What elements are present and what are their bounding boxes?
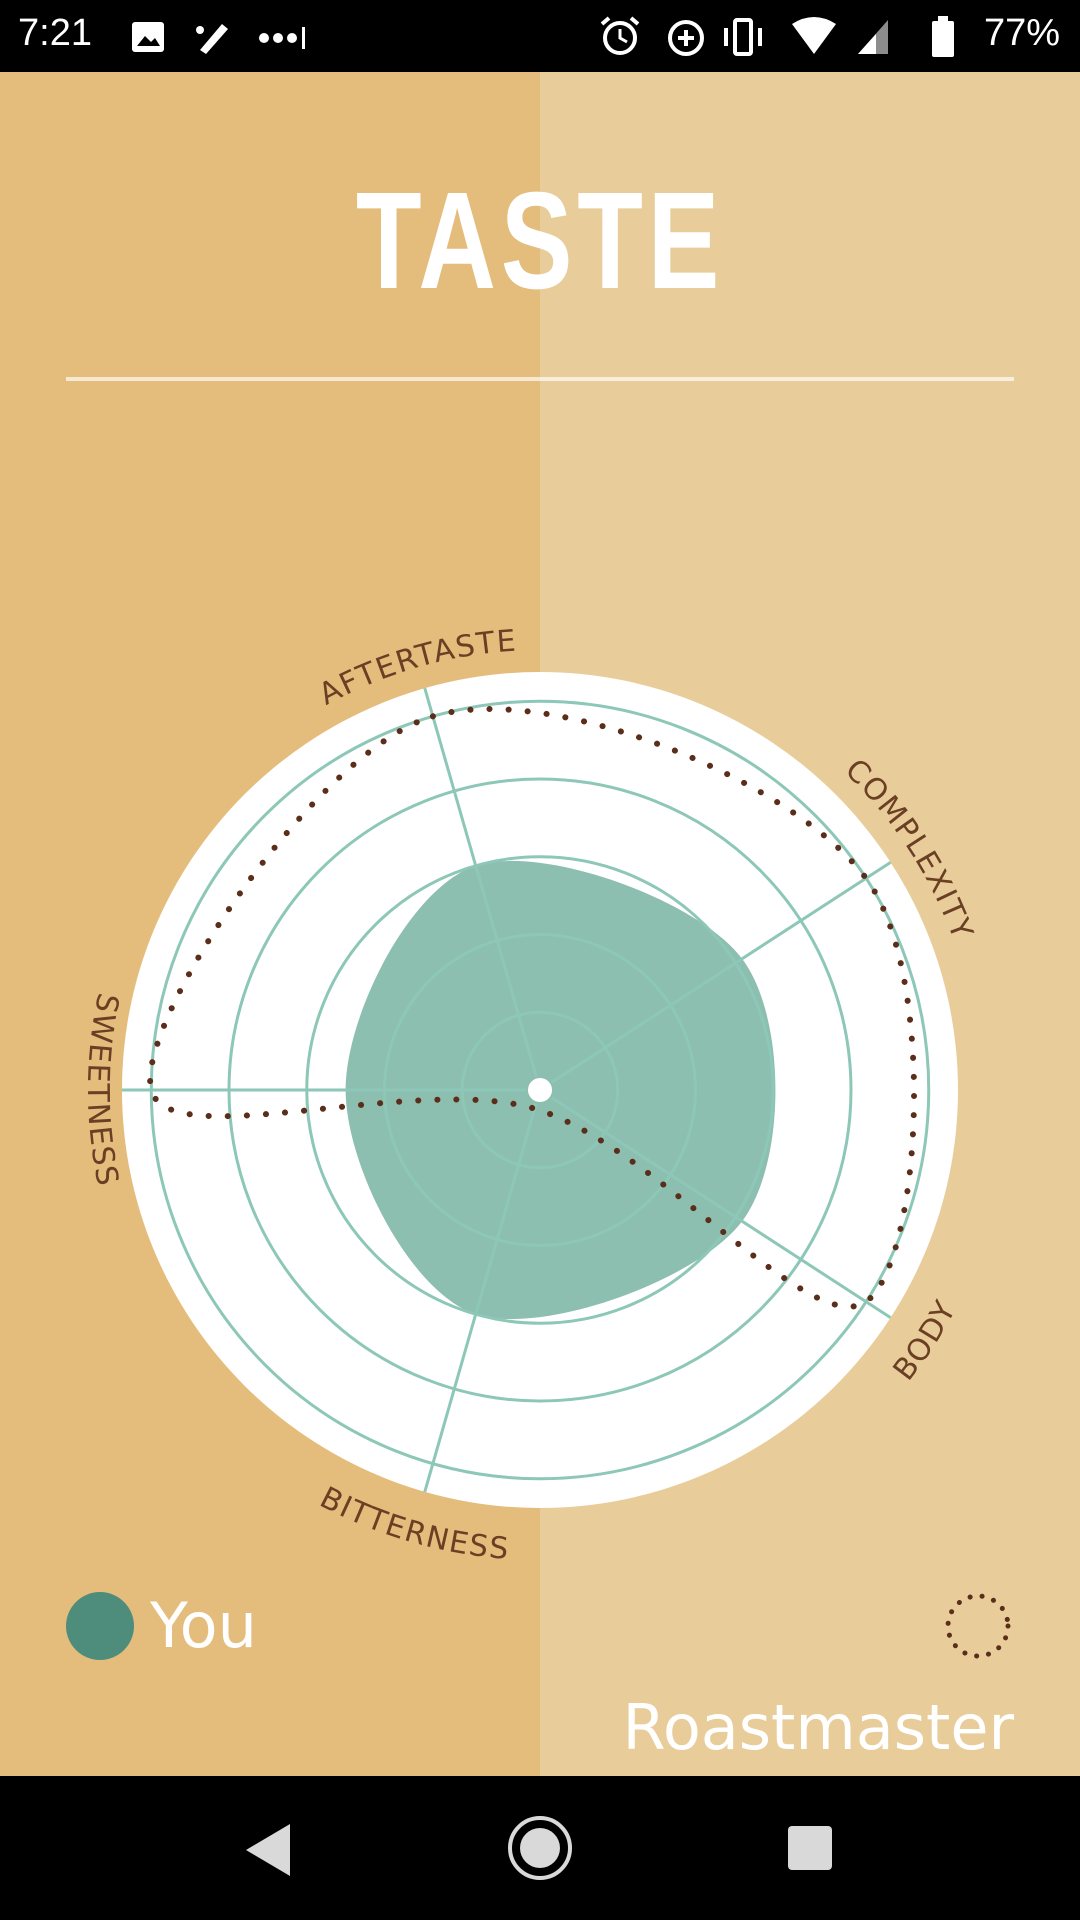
navigation-bar bbox=[0, 1776, 1080, 1920]
series-you bbox=[345, 860, 776, 1320]
status-time: 7:21 bbox=[18, 12, 92, 54]
radar-svg: AFTERTASTECOMPLEXITYBODYBITTERNESSSWEETN… bbox=[80, 624, 978, 1568]
home-icon[interactable] bbox=[506, 1814, 574, 1882]
series-roastmaster bbox=[147, 706, 917, 1310]
data-saver-icon bbox=[668, 20, 704, 56]
more-icon bbox=[259, 27, 305, 49]
title-divider bbox=[66, 377, 1014, 381]
radar-axis-aftertaste bbox=[423, 687, 542, 1091]
radar-axes bbox=[122, 687, 892, 1493]
alarm-icon bbox=[600, 16, 640, 55]
taste-screen: TASTE AFTERTASTE COMPLEXITY BODY BITTERNESS… bbox=[0, 72, 1080, 1776]
status-left-icons bbox=[132, 22, 305, 54]
page-title: TASTE bbox=[355, 164, 725, 318]
legend-you-swatch bbox=[66, 1592, 134, 1660]
series-you-area bbox=[345, 860, 776, 1320]
status-right-icons bbox=[600, 16, 954, 57]
image-icon bbox=[132, 22, 164, 52]
legend-roastmaster-label: Roastmaster bbox=[622, 1691, 1014, 1764]
taste-radar-chart: AFTERTASTE COMPLEXITY BODY BITTERNESS SWEETN… bbox=[0, 540, 1080, 1640]
radar-axis-complexity bbox=[539, 861, 892, 1092]
legend-you-label: You bbox=[150, 1589, 257, 1662]
status-bar: 7:21 bbox=[0, 0, 1080, 72]
radar-axis-bitterness bbox=[423, 1089, 542, 1493]
radar-center-dot bbox=[526, 1076, 554, 1104]
radar-axis-body bbox=[539, 1088, 892, 1319]
back-icon[interactable] bbox=[240, 1820, 296, 1880]
recents-icon[interactable] bbox=[786, 1824, 834, 1872]
vibrate-icon bbox=[724, 18, 762, 56]
axis-label-sweetness: SWEETNESS bbox=[80, 990, 125, 1190]
battery-icon bbox=[932, 16, 954, 57]
edit-icon bbox=[196, 24, 228, 54]
series-roastmaster-line bbox=[147, 706, 917, 1310]
battery-percent: 77% bbox=[983, 12, 1060, 54]
wifi-icon bbox=[792, 17, 836, 54]
signal-icon bbox=[858, 20, 888, 54]
axis-label-body: BODY bbox=[887, 1294, 964, 1387]
legend-roastmaster-swatch bbox=[945, 1593, 1011, 1659]
